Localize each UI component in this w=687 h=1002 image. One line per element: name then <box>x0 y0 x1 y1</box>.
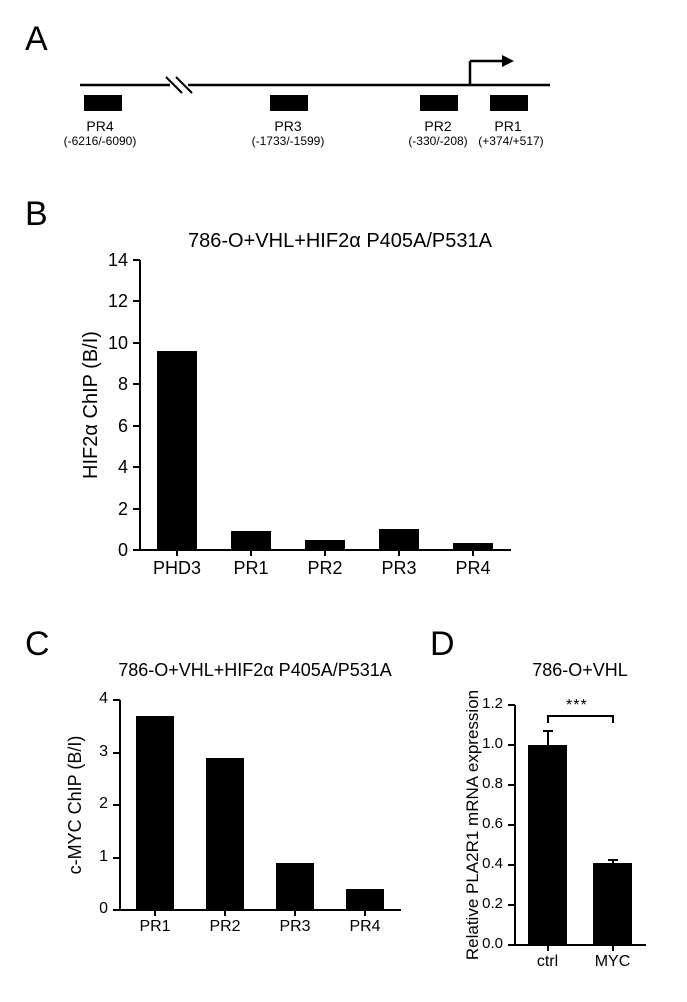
y-tick <box>508 784 515 786</box>
x-tick <box>324 550 326 556</box>
category-label: PR4 <box>436 558 510 579</box>
panel-d-title: 786-O+VHL <box>500 660 660 681</box>
y-tick <box>508 704 515 706</box>
bar <box>136 716 175 910</box>
pr2-label: PR2 <box>408 118 468 134</box>
y-axis-label: HIF2α ChIP (B/I) <box>80 305 103 505</box>
y-tick <box>113 804 120 806</box>
x-tick <box>294 910 296 916</box>
category-label: MYC <box>580 953 645 971</box>
x-tick <box>398 550 400 556</box>
pr1-range: (+374/+517) <box>470 134 552 148</box>
category-label: PHD3 <box>140 558 214 579</box>
y-tick <box>508 824 515 826</box>
y-tick <box>133 383 140 385</box>
bar <box>593 863 632 945</box>
sig-label: *** <box>566 697 588 715</box>
pr4-range: (-6216/-6090) <box>55 134 145 148</box>
panel-d-letter: D <box>430 625 455 664</box>
x-tick <box>154 910 156 916</box>
y-axis-label: c-MYC ChIP (B/I) <box>65 715 86 895</box>
category-label: PR4 <box>330 918 400 936</box>
y-tick <box>113 752 120 754</box>
bar <box>305 540 346 550</box>
y-tick <box>113 699 120 701</box>
y-axis <box>139 260 141 550</box>
y-tick <box>508 864 515 866</box>
sig-bracket <box>548 715 613 717</box>
panel-b-title: 786-O+VHL+HIF2α P405A/P531A <box>170 230 510 253</box>
bar <box>453 543 494 550</box>
category-label: PR1 <box>214 558 288 579</box>
category-label: ctrl <box>515 953 580 971</box>
y-tick-label: 0 <box>92 540 128 561</box>
panel-c-letter: C <box>25 625 50 664</box>
category-label: PR3 <box>362 558 436 579</box>
y-tick <box>133 300 140 302</box>
sig-bracket-drop <box>612 715 614 723</box>
y-tick <box>133 259 140 261</box>
y-tick <box>508 904 515 906</box>
y-tick <box>133 466 140 468</box>
x-tick <box>224 910 226 916</box>
y-tick <box>133 549 140 551</box>
bar <box>206 758 245 910</box>
category-label: PR3 <box>260 918 330 936</box>
x-tick <box>472 550 474 556</box>
category-label: PR2 <box>288 558 362 579</box>
y-tick <box>133 342 140 344</box>
pr1-label: PR1 <box>478 118 538 134</box>
y-axis-label: Relative PLA2R1 mRNA expression <box>463 675 483 975</box>
bar <box>231 531 272 550</box>
y-tick-label: 14 <box>92 250 128 271</box>
x-tick <box>176 550 178 556</box>
x-tick <box>612 945 614 951</box>
error-cap <box>543 730 553 732</box>
y-tick-label: 4 <box>72 690 108 708</box>
x-tick <box>250 550 252 556</box>
bar <box>528 745 567 945</box>
panel-c-title: 786-O+VHL+HIF2α P405A/P531A <box>90 660 420 681</box>
y-tick <box>113 857 120 859</box>
category-label: PR2 <box>190 918 260 936</box>
error-bar <box>547 731 549 745</box>
y-tick <box>508 744 515 746</box>
category-label: PR1 <box>120 918 190 936</box>
pr4-label: PR4 <box>70 118 130 134</box>
panel-b-letter: B <box>25 195 48 234</box>
y-tick <box>133 508 140 510</box>
sig-bracket-drop <box>547 715 549 723</box>
y-tick <box>113 909 120 911</box>
pr3-label: PR3 <box>258 118 318 134</box>
panel-a-diagram <box>70 55 570 175</box>
bar <box>276 863 315 910</box>
y-tick <box>133 425 140 427</box>
panel-a-letter: A <box>25 20 48 59</box>
bar <box>379 529 420 550</box>
y-tick <box>508 944 515 946</box>
y-tick-label: 0 <box>72 900 108 918</box>
bar <box>157 351 198 550</box>
pr2-range: (-330/-208) <box>396 134 480 148</box>
figure-root: A PR4 (-6216/-6090) PR3 (-1733/-1599) PR… <box>0 0 687 1002</box>
error-cap <box>608 859 618 861</box>
bar <box>346 889 385 910</box>
x-tick <box>364 910 366 916</box>
pr3-range: (-1733/-1599) <box>243 134 333 148</box>
x-tick <box>547 945 549 951</box>
